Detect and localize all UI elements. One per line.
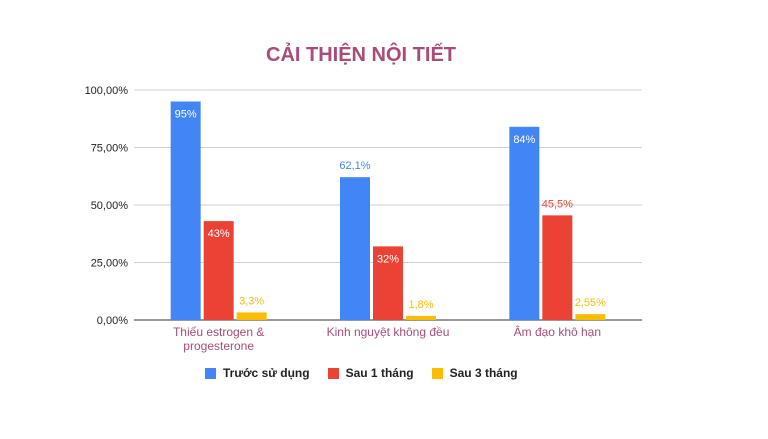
data-label: 1,8% (408, 299, 433, 311)
x-category-label: Âm đạo khô hạn (514, 324, 601, 339)
bar (406, 315, 436, 320)
data-label: 43% (208, 228, 230, 240)
bar (509, 126, 540, 320)
bar (170, 101, 201, 320)
y-tick-label: 0,00% (97, 315, 128, 327)
y-tick-label: 75,00% (91, 143, 129, 155)
legend-item-3-months: Sau 3 tháng (431, 366, 518, 380)
data-label: 95% (175, 109, 197, 121)
legend-swatch-3-months (431, 367, 443, 379)
data-label: 45,5% (542, 198, 573, 210)
chart-title: CẢI THIỆN NỘI TIẾT (266, 44, 456, 66)
legend-swatch-1-month (327, 367, 339, 379)
data-label: 84% (513, 134, 535, 146)
data-label: 32% (377, 253, 399, 265)
data-label: 2,55% (575, 297, 606, 309)
legend-item-before: Trước sử dụng (205, 366, 310, 380)
bar (236, 312, 267, 320)
x-category-label: progesterone (183, 339, 254, 353)
y-tick-label: 25,00% (91, 258, 129, 270)
data-label: 62,1% (339, 160, 370, 172)
bar (373, 246, 403, 320)
legend-label-1-month: Sau 1 tháng (345, 366, 414, 380)
legend-label-3-months: Sau 3 tháng (449, 366, 518, 380)
y-tick-label: 100,00% (85, 85, 129, 97)
bar (340, 177, 370, 320)
legend: Trước sử dụng Sau 1 tháng Sau 3 tháng (205, 366, 518, 380)
legend-label-before: Trước sử dụng (223, 366, 310, 380)
bar (575, 314, 606, 320)
bar (203, 221, 234, 320)
x-category-label: Thiếu estrogen & (173, 325, 264, 339)
legend-item-1-month: Sau 1 tháng (327, 366, 414, 380)
bar (542, 215, 573, 320)
legend-swatch-before (205, 367, 216, 379)
data-label: 3,3% (239, 295, 264, 307)
x-category-label: Kinh nguyệt không đều (327, 325, 450, 339)
y-tick-label: 50,00% (91, 200, 129, 212)
